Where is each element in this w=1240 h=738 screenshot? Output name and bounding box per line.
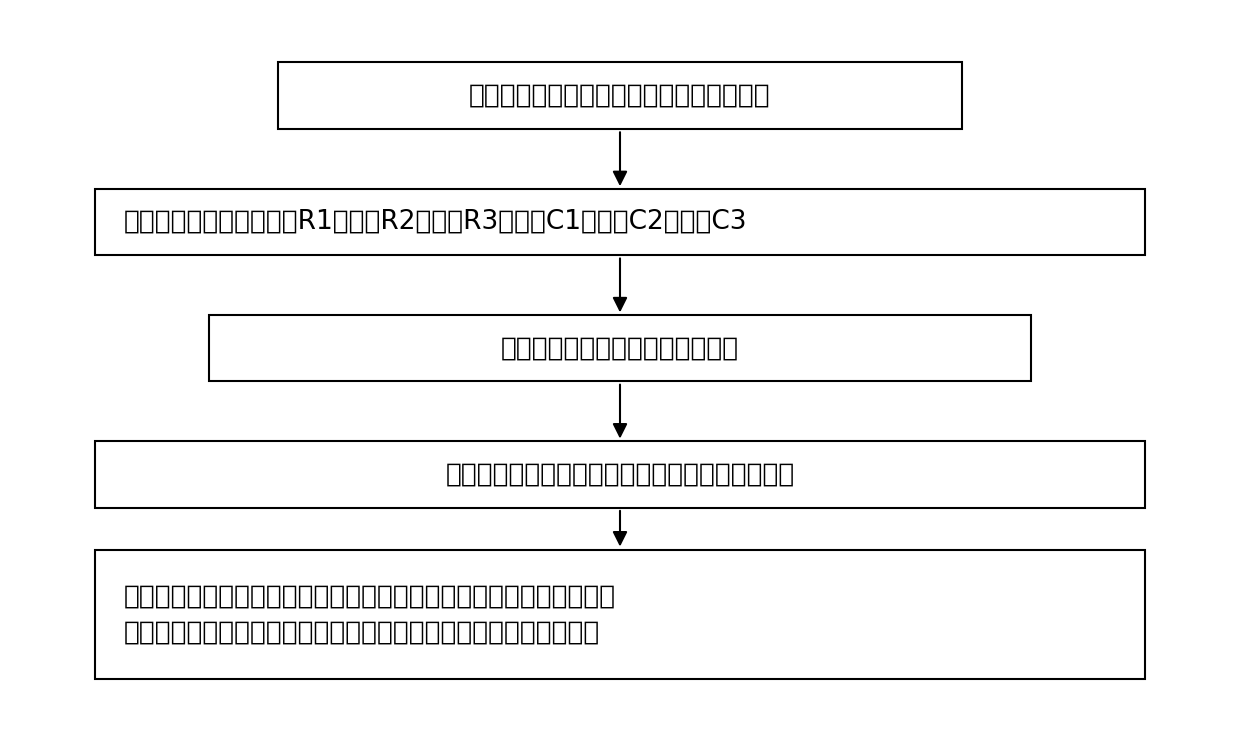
Bar (210, 315, 1030, 382)
Text: 建立具有宽带补偿结构的有源射频前端电路: 建立具有宽带补偿结构的有源射频前端电路 (469, 83, 771, 108)
Text: 建立有源射频前端电路的传输函数: 建立有源射频前端电路的传输函数 (501, 335, 739, 361)
Bar (95, 550, 1145, 680)
Bar (95, 189, 1145, 255)
Text: 根据传输函数，计算出该补偿网络产生的两个极点: 根据传输函数，计算出该补偿网络产生的两个极点 (445, 461, 795, 487)
Text: 整补偿电路中各元器件的数值，使第一极点和第二极点构成一对共轭极: 整补偿电路中各元器件的数值，使第一极点和第二极点构成一对共轭极 (124, 584, 616, 610)
Text: 建立补偿电路，包括电阻R1、电阻R2、电阻R3、电容C1、电容C2和电容C3: 建立补偿电路，包括电阻R1、电阻R2、电阻R3、电容C1、电容C2和电容C3 (124, 209, 748, 235)
Text: 点，实现在极点频率处产生幅频增益以补偿电路整体的射频增益衰减: 点，实现在极点频率处产生幅频增益以补偿电路整体的射频增益衰减 (124, 620, 600, 646)
Bar (278, 63, 962, 129)
Bar (95, 441, 1145, 508)
